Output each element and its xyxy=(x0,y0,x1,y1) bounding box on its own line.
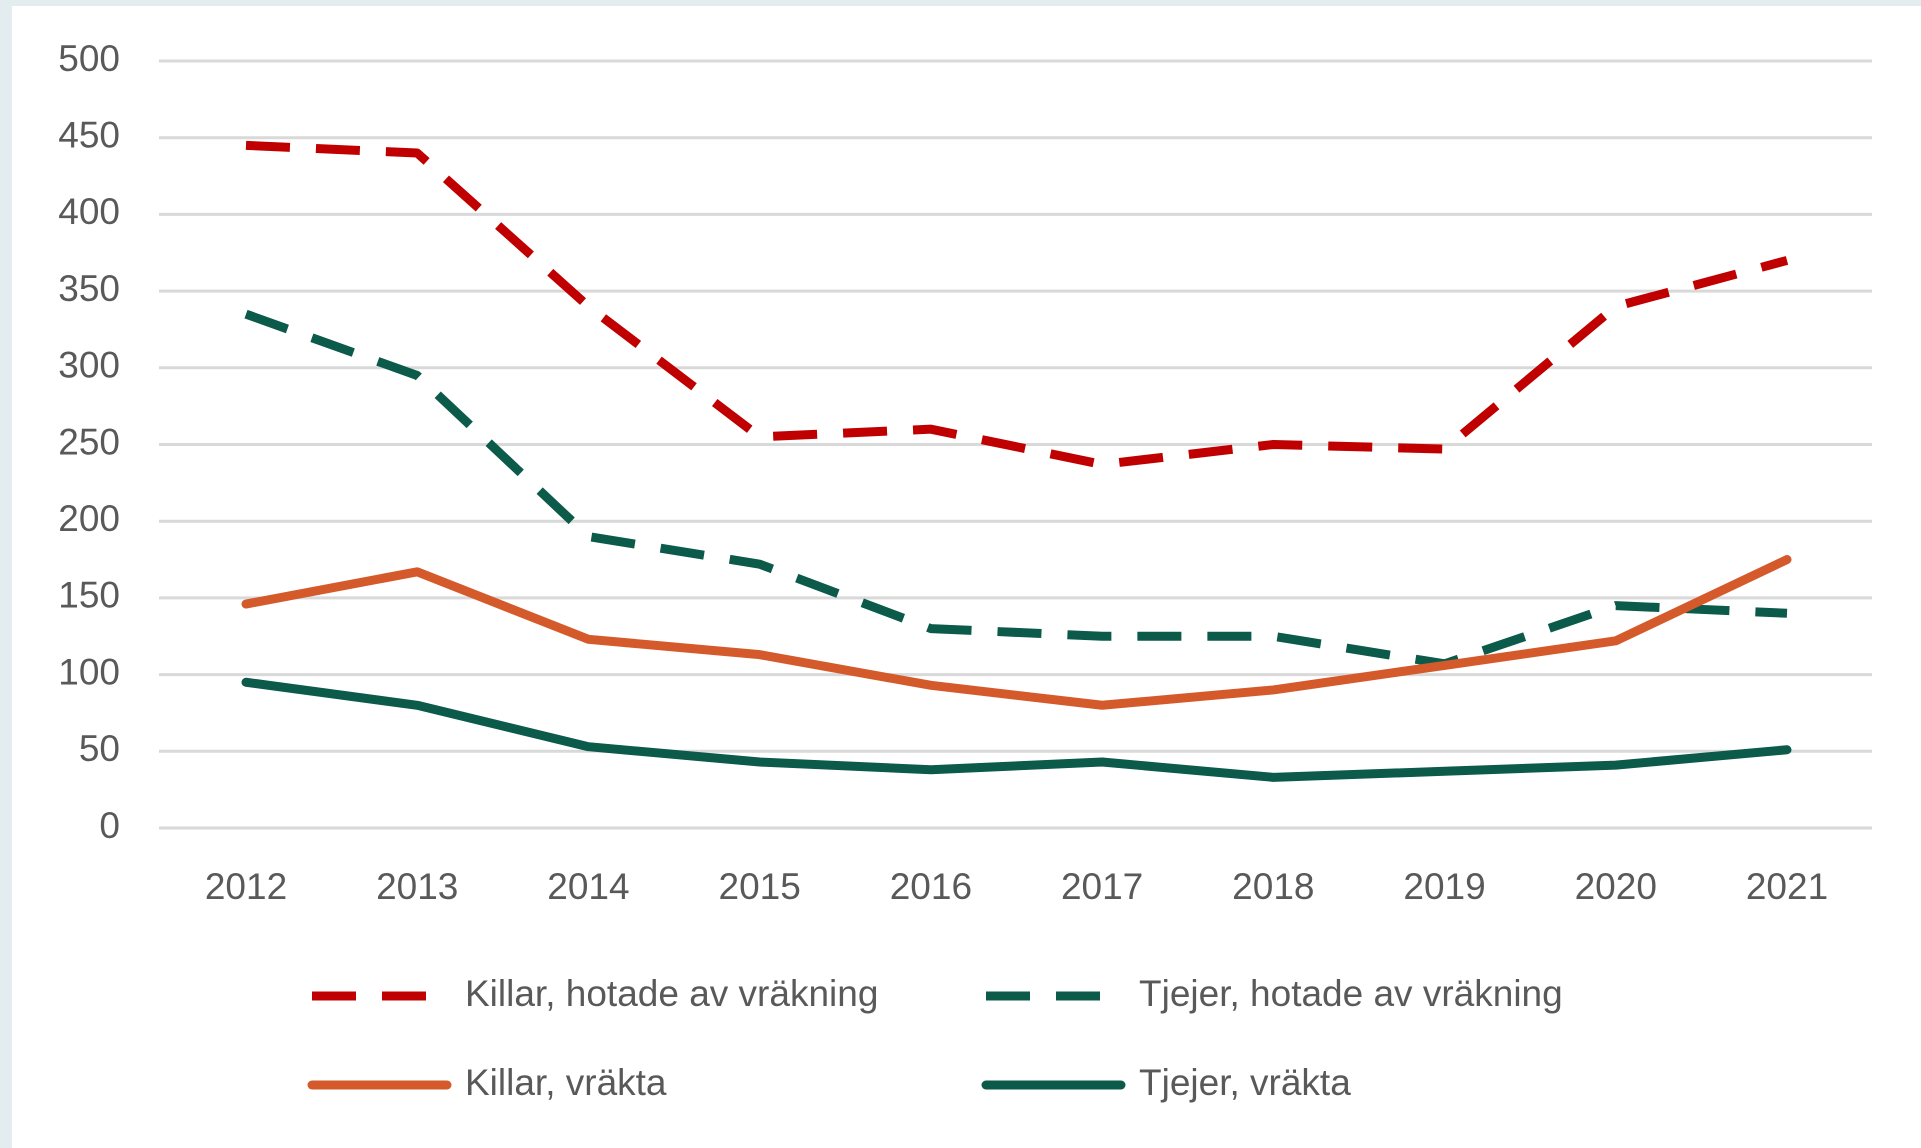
x-tick-label: 2015 xyxy=(719,866,801,907)
legend-label: Tjejer, vräkta xyxy=(1139,1062,1351,1103)
x-tick-label: 2014 xyxy=(547,866,629,907)
y-tick-label: 200 xyxy=(58,498,120,539)
y-tick-label: 50 xyxy=(79,728,120,769)
y-tick-label: 500 xyxy=(58,38,120,79)
legend-label: Killar, hotade av vräkning xyxy=(465,973,878,1014)
legend-label: Killar, vräkta xyxy=(465,1062,667,1103)
x-tick-label: 2018 xyxy=(1232,866,1314,907)
x-tick-label: 2017 xyxy=(1061,866,1143,907)
y-tick-label: 450 xyxy=(58,114,120,155)
x-tick-label: 2021 xyxy=(1746,866,1828,907)
line xyxy=(245,140,1789,469)
x-tick-label: 2020 xyxy=(1575,866,1657,907)
line xyxy=(244,309,1788,669)
line xyxy=(241,677,1792,782)
y-tick-label: 150 xyxy=(58,575,120,616)
y-tick-label: 300 xyxy=(58,345,120,386)
x-tick-label: 2012 xyxy=(205,866,287,907)
line xyxy=(241,555,1792,710)
y-tick-label: 250 xyxy=(58,421,120,462)
y-tick-label: 100 xyxy=(58,651,120,692)
x-tick-label: 2013 xyxy=(376,866,458,907)
legend-label: Tjejer, hotade av vräkning xyxy=(1139,973,1563,1014)
y-tick-label: 0 xyxy=(99,805,120,846)
chart-panel xyxy=(12,6,1921,1148)
y-tick-label: 350 xyxy=(58,268,120,309)
y-tick-label: 400 xyxy=(58,191,120,232)
x-tick-label: 2016 xyxy=(890,866,972,907)
x-tick-label: 2019 xyxy=(1403,866,1485,907)
